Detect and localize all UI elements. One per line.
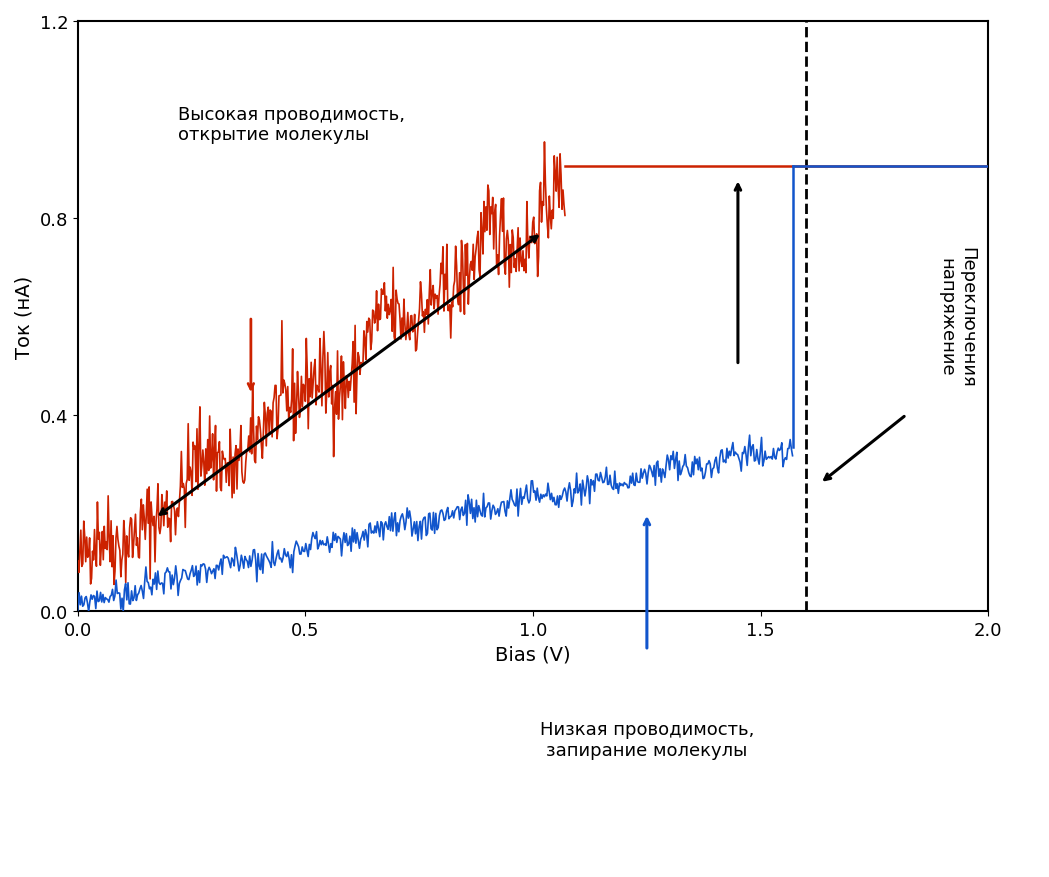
Text: Высокая проводимость,
открытие молекулы: Высокая проводимость, открытие молекулы bbox=[178, 105, 405, 145]
Y-axis label: Ток (нА): Ток (нА) bbox=[15, 275, 34, 359]
Text: Переключения
напряжение: Переключения напряжение bbox=[937, 246, 976, 387]
Text: Низкая проводимость,
запирание молекулы: Низкая проводимость, запирание молекулы bbox=[539, 720, 754, 759]
X-axis label: Bias (V): Bias (V) bbox=[495, 645, 571, 664]
